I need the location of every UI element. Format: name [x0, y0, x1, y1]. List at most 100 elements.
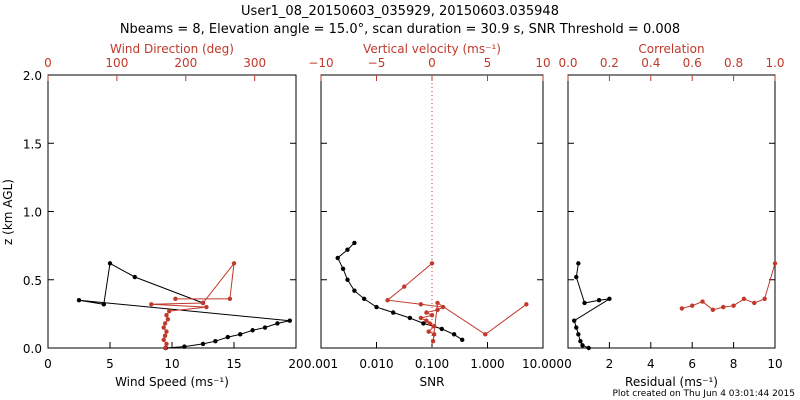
panel-2-series-2-line [386, 263, 527, 342]
y-axis-label: z (km AGL) [1, 179, 15, 245]
panel-1-series-2-point [165, 317, 171, 322]
panel-1-series-1-point [182, 344, 187, 349]
panel-1-xtick-label: 15 [226, 357, 241, 371]
ytick-label: 1.0 [23, 206, 42, 220]
panel-1-series-2-point [161, 325, 166, 330]
panel-1-series-2-point [149, 302, 154, 307]
panel-3-xtick-label: 8 [730, 357, 738, 371]
ytick-label: 2.0 [23, 69, 42, 83]
panel-1-series-1-point [287, 318, 292, 323]
panel-2-series-1-point [335, 255, 340, 261]
panel-1-top-tick-label: 0 [44, 56, 52, 70]
panel-3-top-tick-label: 0.8 [724, 56, 743, 70]
panel-2-series-2-point [385, 298, 390, 303]
panel-1-series-2-point [162, 333, 168, 338]
panel-1-xlabel: Wind Speed (ms⁻¹) [115, 375, 229, 389]
panel-3-top-tick-label: 1.0 [765, 56, 784, 70]
panel-1-series-1-point [200, 341, 206, 347]
panel-3-top-label: Correlation [638, 42, 704, 56]
panel-2-series-2-point [524, 302, 529, 307]
panel-2-series-2-point [424, 318, 429, 323]
panel-1-series-2-point [173, 296, 178, 302]
panel-2-top-tick-label: 0 [428, 56, 436, 70]
panel-1-series-2-point [227, 296, 233, 302]
panel-3-series-2-point [700, 299, 705, 304]
panel-2-xtick-label: 0.001 [304, 357, 338, 371]
panel-3-series-2-point [752, 300, 757, 306]
panel-3-xtick-label: 6 [688, 357, 696, 371]
panel-1-series-1-point [132, 274, 137, 280]
panel-2-xtick-label: 0.010 [359, 357, 393, 371]
panel-1-series-2-point [162, 321, 168, 326]
panel-2-series-1-point [459, 337, 465, 343]
panel-3-series-2-point [772, 261, 778, 266]
panel-3-xtick-label: 4 [647, 357, 655, 371]
panel-3-series-2-point [731, 303, 736, 308]
panel-1-series-1-point [107, 261, 113, 266]
panel-2-series-1-point [439, 326, 444, 332]
panel-2-series-2-point [424, 310, 429, 315]
panel-3-series-1-point [574, 325, 579, 330]
panel-2-xtick-label: 0.100 [415, 357, 449, 371]
panel-2-series-1-point [345, 247, 350, 252]
panel-2-top-tick-label: 5 [484, 56, 492, 70]
panel-2-series-2-point [432, 323, 437, 329]
panel-2-series-1-point [352, 288, 357, 293]
plot-created-footer: Plot created on Thu Jun 4 03:01:44 2015 [612, 389, 795, 399]
panel-3-top-tick-label: 0.2 [600, 56, 619, 70]
panel-2-series-1-point [361, 296, 367, 302]
ytick-label: 1.5 [23, 137, 42, 151]
panel-1-top-tick-label: 200 [174, 56, 197, 70]
panel-3-series-1-point [586, 345, 591, 351]
panel-3-xtick-label: 0 [564, 357, 572, 371]
panel-2-series-2-point [430, 338, 436, 344]
panel-1-frame [47, 74, 297, 349]
panel-2-series-1-point [352, 240, 357, 246]
panel-2-xtick-label: 1.000 [470, 357, 504, 371]
panel-3-series-2-point [710, 307, 716, 312]
panel-2-series-1-point [345, 277, 350, 282]
panel-3-series-1-point [607, 296, 612, 302]
panel-3-series-2-point [721, 304, 726, 310]
panel-3-series-1-point [572, 318, 577, 323]
panel-1-series-1-point [262, 325, 268, 330]
panel-1-series-2-point [167, 308, 172, 314]
panel-3-series-2-line [681, 263, 776, 311]
panel-1-series-2-point [162, 345, 168, 351]
panel-3-series-1-point [576, 261, 581, 266]
panel-2-series-2-point [426, 329, 431, 334]
panel-1-series-1-point [76, 298, 82, 303]
panel-1-xtick-label: 10 [164, 357, 179, 371]
panel-1-series-2-point [200, 300, 206, 306]
panel-2-series-2-point [435, 300, 440, 306]
panel-2-series-2-point [435, 307, 440, 312]
panel-2-series-1-point [407, 315, 413, 321]
panel-2-top-label: Vertical velocity (ms⁻¹) [363, 42, 501, 56]
panel-2-series-2-point [440, 304, 446, 310]
panel-1-xtick-label: 20 [288, 357, 303, 371]
panel-2-top-tick-label: 10 [535, 56, 550, 70]
ytick-label: 0.0 [23, 342, 42, 356]
panel-3-series-1-point [578, 338, 583, 344]
panel-1-xtick-label: 0 [44, 357, 52, 371]
panel-1-series-2-point [164, 313, 169, 318]
panel-2-xtick-label: 10.000 [522, 357, 564, 371]
panel-3-series-2-point [679, 306, 685, 311]
panel-2-series-1-point [391, 310, 396, 315]
panel-2-top-tick-label: −5 [368, 56, 386, 70]
panel-3-series-2-point [690, 303, 695, 308]
panel-3-frame [567, 74, 776, 349]
panel-3-series-1-point [582, 300, 587, 306]
panel-1-series-1-point [213, 338, 218, 344]
panel-1-series-2-point [231, 261, 237, 266]
panel-2-series-1-point [374, 304, 379, 310]
panel-2-series-2-point [483, 332, 488, 337]
panel-1-series-1-point [101, 302, 107, 307]
panel-3-series-2-point [741, 296, 747, 302]
panel-2-series-2-point [418, 315, 424, 321]
panel-3-series-2-point [762, 296, 767, 302]
panel-2-series-1-point [340, 266, 346, 272]
panel-3-top-tick-label: 0.4 [641, 56, 660, 70]
panel-1-xtick-label: 5 [106, 357, 114, 371]
